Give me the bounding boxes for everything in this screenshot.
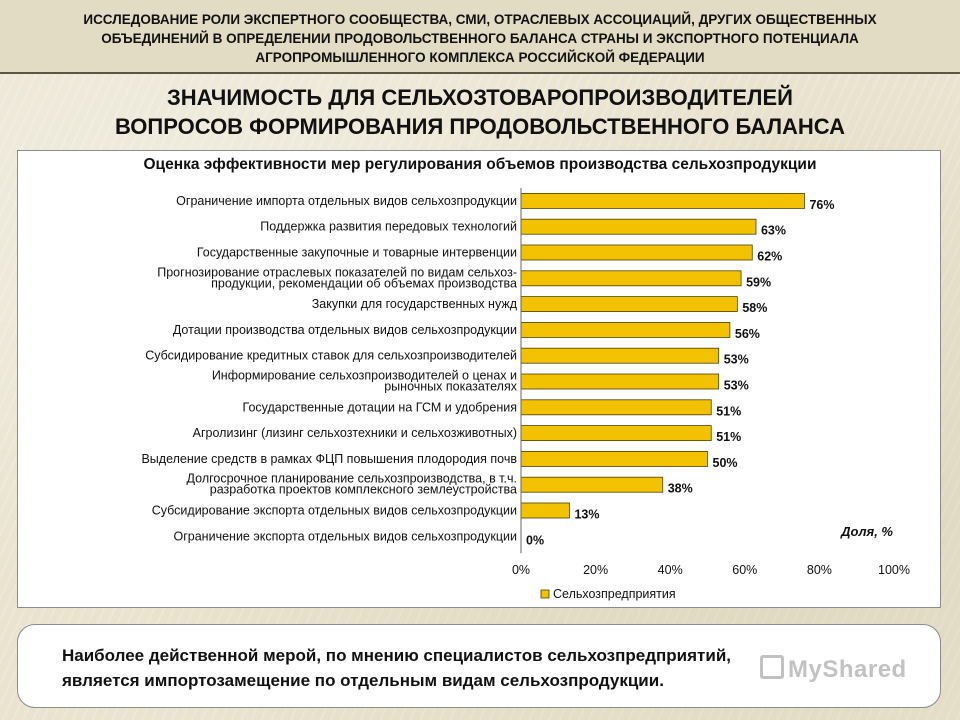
- x-tick-label: 80%: [807, 563, 832, 577]
- x-tick-label: 100%: [878, 563, 910, 577]
- page-title: ЗНАЧИМОСТЬ ДЛЯ СЕЛЬХОЗТОВАРОПРОИЗВОДИТЕЛ…: [20, 83, 940, 141]
- conclusion-box: Наиболее действенной мерой, по мнению сп…: [17, 624, 941, 708]
- bar-chart: Ограничение импорта отдельных видов сель…: [141, 188, 910, 601]
- page-title-line-2: ВОПРОСОВ ФОРМИРОВАНИЯ ПРОДОВОЛЬСТВЕННОГО…: [114, 114, 846, 139]
- x-tick-label: 60%: [732, 563, 757, 577]
- header-line-3: АГРОПРОМЫШЛЕННОГО КОМПЛЕКСА РОССИЙСКОЙ Ф…: [255, 50, 705, 65]
- header-line-2: ОБЪЕДИНЕНИЙ В ОПРЕДЕЛЕНИИ ПРОДОВОЛЬСТВЕН…: [101, 31, 859, 46]
- category-label: Субсидирование экспорта отдельных видов …: [152, 504, 517, 518]
- bar: [520, 399, 712, 416]
- category-label: Дотации производства отдельных видов сел…: [173, 323, 517, 337]
- page-title-line-1: ЗНАЧИМОСТЬ ДЛЯ СЕЛЬХОЗТОВАРОПРОИЗВОДИТЕЛ…: [167, 85, 793, 110]
- category-label: Прогнозирование отраслевых показателей п…: [157, 265, 517, 290]
- bar: [520, 270, 742, 287]
- bar: [520, 321, 731, 338]
- category-label-line: Долгосрочное планирование сельхозпроизво…: [187, 472, 517, 486]
- bar: [520, 193, 805, 209]
- bar: [520, 450, 708, 467]
- legend-label: Сельхозпредприятия: [553, 587, 676, 601]
- category-label: Поддержка развития передовых технологий: [260, 220, 517, 234]
- header-band: ИССЛЕДОВАНИЕ РОЛИ ЭКСПЕРТНОГО СООБЩЕСТВА…: [0, 0, 960, 74]
- data-label: 0%: [526, 533, 544, 547]
- category-label: Закупки для государственных нужд: [312, 297, 518, 311]
- header-line-1: ИССЛЕДОВАНИЕ РОЛИ ЭКСПЕРТНОГО СООБЩЕСТВА…: [83, 12, 877, 27]
- conclusion-line-1: Наиболее действенной мерой, по мнению сп…: [62, 646, 732, 665]
- axis-annotation: Доля, %: [840, 524, 893, 539]
- data-label: 51%: [716, 430, 741, 444]
- category-label: Долгосрочное планирование сельхозпроизво…: [187, 472, 517, 497]
- x-tick-label: 20%: [583, 563, 608, 577]
- category-label: Субсидирование кредитных ставок для сель…: [145, 349, 517, 363]
- bar: [520, 347, 720, 364]
- bar: [520, 244, 753, 261]
- bar: [520, 425, 712, 442]
- category-label: Ограничение экспорта отдельных видов сел…: [174, 529, 518, 543]
- data-label: 38%: [668, 482, 693, 496]
- data-label: 76%: [809, 198, 834, 212]
- category-label-line: Информирование сельхозпроизводителей о ц…: [212, 369, 517, 383]
- data-label: 56%: [735, 327, 760, 341]
- watermark-text: MyShared: [788, 656, 907, 683]
- data-label: 13%: [574, 508, 599, 522]
- bar: [520, 502, 570, 519]
- data-label: 53%: [724, 379, 749, 393]
- chart-panel: Оценка эффективности мер регулирования о…: [17, 150, 941, 608]
- data-label: 53%: [724, 353, 749, 367]
- conclusion-text: Наиболее действенной мерой, по мнению сп…: [62, 643, 731, 693]
- conclusion-line-2: является импортозамещение по отдельным в…: [62, 671, 664, 690]
- legend-swatch: [540, 589, 550, 599]
- category-label: Государственные закупочные и товарные ин…: [197, 246, 517, 260]
- category-label: Информирование сельхозпроизводителей о ц…: [212, 369, 518, 394]
- header-title: ИССЛЕДОВАНИЕ РОЛИ ЭКСПЕРТНОГО СООБЩЕСТВА…: [20, 10, 940, 67]
- data-label: 63%: [761, 224, 786, 238]
- category-label-line: рыночных показателях: [384, 380, 518, 394]
- data-label: 50%: [713, 456, 738, 470]
- data-label: 58%: [742, 301, 767, 315]
- category-label: Ограничение импорта отдельных видов сель…: [176, 194, 517, 208]
- category-label: Агролизинг (лизинг сельхозтехники и сель…: [193, 426, 517, 440]
- data-label: 51%: [716, 404, 741, 418]
- category-label: Выделение средств в рамках ФЦП повышения…: [141, 452, 517, 466]
- category-label: Государственные дотации на ГСМ и удобрен…: [243, 400, 517, 414]
- data-label: 62%: [757, 250, 782, 264]
- category-label-line: разработка проектов комплексного землеус…: [210, 483, 517, 497]
- chart-title: Оценка эффективности мер регулирования о…: [143, 156, 817, 173]
- watermark: MyShared: [760, 655, 907, 684]
- category-label-line: продукции, рекомендации об объемах произ…: [211, 276, 517, 290]
- x-tick-label: 40%: [658, 563, 683, 577]
- data-label: 59%: [746, 275, 771, 289]
- watermark-icon: [760, 655, 784, 679]
- bar: [520, 476, 664, 493]
- category-label-line: Прогнозирование отраслевых показателей п…: [157, 265, 517, 279]
- bar: [520, 218, 757, 235]
- bar: [520, 296, 738, 313]
- x-tick-label: 0%: [512, 563, 530, 577]
- bar: [520, 373, 720, 390]
